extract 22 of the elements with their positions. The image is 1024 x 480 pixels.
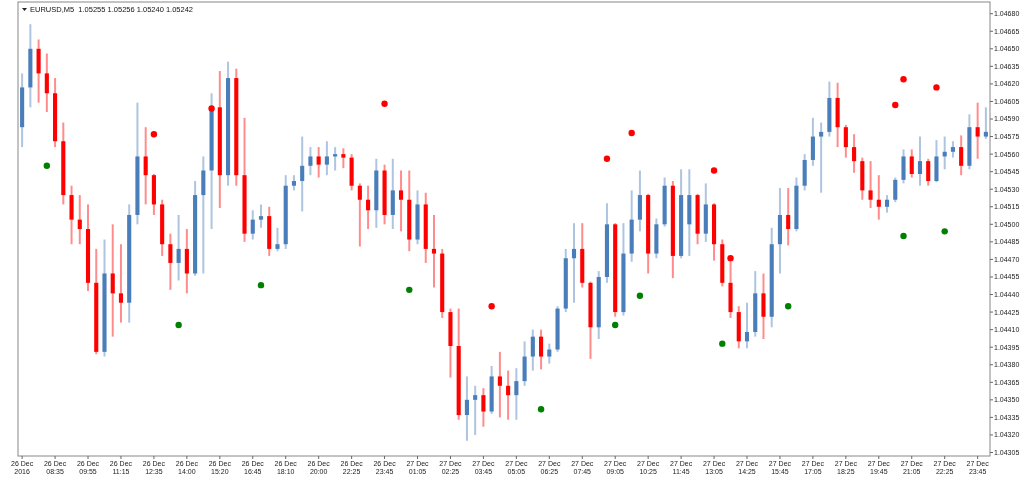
point	[710, 167, 718, 174]
point	[719, 340, 726, 347]
point	[537, 406, 545, 413]
point	[208, 105, 215, 112]
point	[612, 321, 619, 329]
point	[933, 84, 940, 91]
point	[150, 131, 158, 138]
point	[727, 255, 734, 262]
point	[900, 76, 907, 83]
point	[381, 100, 388, 107]
point	[488, 303, 495, 310]
point	[892, 101, 899, 109]
point	[603, 155, 611, 162]
point	[257, 281, 265, 289]
point	[784, 303, 792, 310]
point	[175, 321, 182, 329]
point	[941, 228, 948, 235]
point	[406, 286, 413, 294]
point	[628, 129, 635, 137]
point	[636, 292, 644, 299]
point	[43, 162, 51, 170]
point	[900, 232, 907, 240]
